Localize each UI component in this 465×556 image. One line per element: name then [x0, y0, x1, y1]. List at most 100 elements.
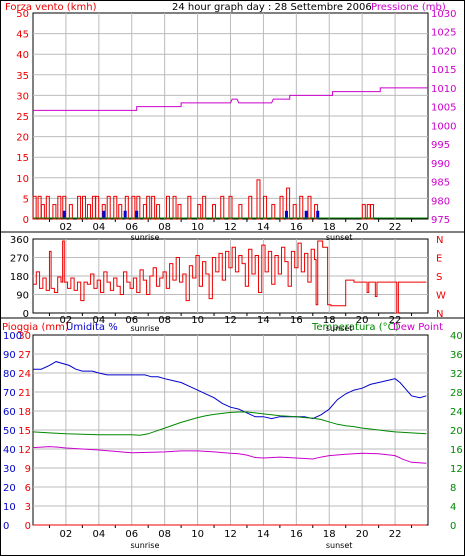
- temperature-y-tick-label: 4: [450, 502, 456, 513]
- temperature-y-tick-label: 28: [450, 388, 463, 399]
- x-tick-label: 02: [60, 529, 73, 540]
- wind-avg-bar: [304, 210, 308, 219]
- wind-gust-bar: [52, 204, 57, 220]
- x-tick-label: 16: [290, 222, 303, 233]
- wind-gust-bar: [256, 179, 261, 220]
- humidity-y-tick-label: 60: [3, 407, 16, 418]
- humidity-y-tick-label: 90: [3, 350, 16, 361]
- pressure-y-tick-label: 1020: [431, 46, 456, 57]
- sunrise-label: sunrise: [130, 324, 159, 333]
- wind-y-tick-label: 35: [16, 71, 29, 82]
- wind-gust-bar: [279, 195, 284, 220]
- wind-y-tick-label: 45: [16, 30, 29, 41]
- rain-y-tick-label: 3: [25, 502, 31, 513]
- x-tick-label: 16: [290, 315, 303, 326]
- pressure-y-tick-label: 995: [431, 140, 450, 151]
- dewpoint-line: [32, 446, 427, 464]
- rain-y-tick-label: 15: [18, 426, 31, 437]
- wind-gust-bar: [118, 204, 123, 220]
- sunset-label: sunset: [326, 324, 353, 333]
- wind-avg-bar: [316, 210, 320, 219]
- x-tick-label: 16: [290, 529, 303, 540]
- sunset-label: sunset: [326, 541, 353, 550]
- wind-gust-bar: [263, 195, 268, 220]
- x-tick-label: 02: [60, 315, 73, 326]
- wind-gust-bar: [220, 195, 225, 220]
- wind-gust-bar: [142, 204, 147, 220]
- wind-gust-bar: [146, 195, 151, 220]
- x-tick-label: 22: [389, 315, 402, 326]
- humidity-axis-label: Umidita %: [66, 322, 118, 333]
- humidity-y-tick-label: 30: [3, 464, 16, 475]
- wind-avg-bar: [123, 210, 127, 219]
- wind-y-tick-label: 50: [16, 9, 29, 20]
- wind-gust-bar: [361, 204, 366, 220]
- x-tick-label: 10: [191, 315, 204, 326]
- wind-y-tick-label: 40: [16, 50, 29, 61]
- x-tick-label: 20: [356, 529, 369, 540]
- compass-tick-label: W: [436, 291, 446, 302]
- direction-y-tick-label: 0: [23, 309, 29, 320]
- x-tick-label: 06: [125, 529, 138, 540]
- wind-gust-bar: [37, 195, 42, 220]
- wind-y-tick-label: 30: [16, 91, 29, 102]
- x-tick-label: 12: [224, 222, 237, 233]
- temperature-y-tick-label: 36: [450, 350, 463, 361]
- x-tick-label: 14: [257, 529, 270, 540]
- x-tick-label: 18: [323, 222, 336, 233]
- sunrise-label: sunrise: [130, 541, 159, 550]
- temperature-y-tick-label: 0: [450, 521, 456, 532]
- temperature-y-tick-label: 12: [450, 464, 463, 475]
- wind-gust-bar: [307, 195, 312, 220]
- pressure-y-tick-label: 1000: [431, 121, 456, 132]
- wind-gust-bar: [172, 195, 177, 220]
- direction-y-tick-label: 180: [10, 272, 29, 283]
- x-tick-label: 10: [191, 529, 204, 540]
- sunset-label: sunset: [326, 233, 353, 242]
- wind-gust-bar: [202, 195, 207, 220]
- humidity-y-tick-label: 20: [3, 483, 16, 494]
- x-tick-label: 10: [191, 222, 204, 233]
- wind-gust-bar: [228, 195, 233, 220]
- x-tick-label: 14: [257, 315, 270, 326]
- wind-gust-bar: [57, 195, 62, 220]
- sunrise-label: sunrise: [130, 233, 159, 242]
- temperature-y-tick-label: 20: [450, 426, 463, 437]
- wind-gust-bar: [136, 195, 141, 220]
- wind-gust-bar: [95, 195, 100, 220]
- wind-gust-bar: [370, 204, 375, 220]
- humidity-y-tick-label: 50: [3, 426, 16, 437]
- wind-axis-label: Forza vento (kmh): [5, 2, 97, 13]
- pressure-y-tick-label: 980: [431, 196, 450, 207]
- humidity-y-tick-label: 70: [3, 388, 16, 399]
- wind-gust-bar: [187, 195, 192, 220]
- wind-avg-bar: [62, 210, 66, 219]
- pressure-line: [33, 87, 428, 111]
- humidity-y-tick-label: 80: [3, 369, 16, 380]
- wind-gust-bar: [156, 204, 161, 220]
- wind-gust-bar: [212, 204, 217, 220]
- rain-y-tick-label: 6: [25, 483, 31, 494]
- pressure-y-tick-label: 1005: [431, 103, 456, 114]
- pressure-y-tick-label: 1010: [431, 84, 456, 95]
- wind-y-tick-label: 15: [16, 153, 29, 164]
- tick-labels: 02 04 06 08 10 12 14 16 18 20 22051015202530354045…: [3, 9, 463, 550]
- rain-y-tick-label: 27: [18, 350, 31, 361]
- wind-y-tick-label: 10: [16, 174, 29, 185]
- wind-gust-bar: [271, 204, 276, 220]
- temperature-y-tick-label: 8: [450, 483, 456, 494]
- direction-y-tick-label: 270: [10, 254, 29, 265]
- humidity-y-tick-label: 10: [3, 502, 16, 513]
- x-tick-label: 08: [158, 529, 171, 540]
- wind-gust-bar: [45, 195, 50, 220]
- x-tick-label: 12: [224, 315, 237, 326]
- wind-gust-bar: [286, 187, 291, 220]
- wind-gust-bar: [124, 195, 129, 220]
- x-tick-label: 06: [125, 315, 138, 326]
- rain-y-tick-label: 21: [18, 388, 31, 399]
- rain-y-tick-label: 30: [18, 331, 31, 342]
- temperature-line: [32, 411, 427, 436]
- pressure-axis-label: Pressione (mb): [371, 2, 446, 13]
- wind-gust-bar: [366, 204, 371, 220]
- wind-avg-bar: [135, 210, 139, 219]
